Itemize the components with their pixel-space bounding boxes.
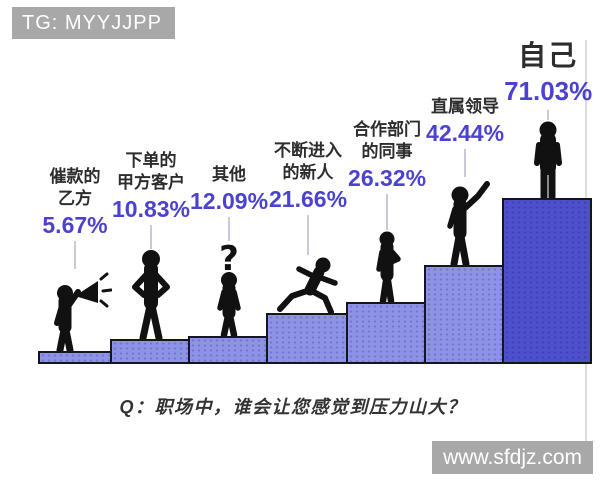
value-label: 26.32%: [348, 164, 427, 191]
column-newcomers: 不断进入 的新人 21.66%: [266, 0, 349, 364]
category-label: 直属领导: [431, 97, 500, 117]
person-running-icon: [268, 256, 348, 315]
bar: [38, 351, 112, 364]
svg-text:?: ?: [219, 242, 239, 279]
category-label: 不断进入 的新人: [274, 141, 343, 183]
person-hand-on-chest-icon: [352, 231, 422, 305]
category-label: 自己: [518, 39, 579, 71]
column-coworkers-other-departments: 合作部门 的同事 26.32%: [346, 0, 427, 364]
value-label: 42.44%: [426, 119, 505, 146]
value-label: 71.03%: [504, 76, 593, 107]
person-standing-tall-icon: [520, 121, 576, 201]
column-direct-supervisor: 直属领导 42.44%: [424, 0, 505, 364]
column-client-placing-orders: 下单的 甲方客户 10.83%: [110, 0, 191, 364]
bar: [188, 336, 269, 364]
connector-line: [150, 225, 152, 249]
person-arm-raised-icon: [430, 178, 500, 268]
value-label: 10.83%: [112, 195, 191, 222]
staircase-bar-chart: 催款的 乙方 5.67%: [38, 0, 593, 364]
value-label: 12.09%: [190, 187, 269, 214]
connector-line: [386, 194, 389, 230]
column-others: 其他 12.09% ?: [188, 0, 269, 364]
value-label: 21.66%: [269, 185, 348, 212]
category-label: 合作部门 的同事: [353, 120, 422, 162]
column-party-b-demanding-payment: 催款的 乙方 5.67%: [38, 0, 113, 364]
person-with-question-mark-icon: ?: [194, 239, 264, 339]
person-hands-on-hips-icon: [116, 250, 186, 342]
bar: [502, 198, 593, 364]
connector-line: [547, 110, 550, 120]
column-self: 自己 71.03%: [502, 0, 593, 364]
connector-line: [74, 241, 76, 269]
bar: [110, 339, 191, 364]
connector-line: [228, 217, 231, 241]
chart-question-caption: Q：职场中，谁会让您感觉到压力山大？: [119, 397, 467, 417]
watermark-bottom-right: www.sfdjz.com: [432, 441, 593, 474]
value-label: 5.67%: [42, 211, 108, 238]
connector-line: [464, 149, 467, 177]
category-label: 催款的 乙方: [49, 167, 101, 209]
bar: [424, 265, 505, 364]
category-label: 其他: [212, 165, 247, 185]
person-with-megaphone-icon: [38, 270, 113, 354]
bar: [346, 302, 427, 364]
category-label: 下单的 甲方客户: [117, 151, 185, 193]
connector-line: [307, 215, 310, 255]
watermark-top-left: TG: MYYJJPP: [12, 7, 175, 39]
bar: [266, 313, 349, 364]
